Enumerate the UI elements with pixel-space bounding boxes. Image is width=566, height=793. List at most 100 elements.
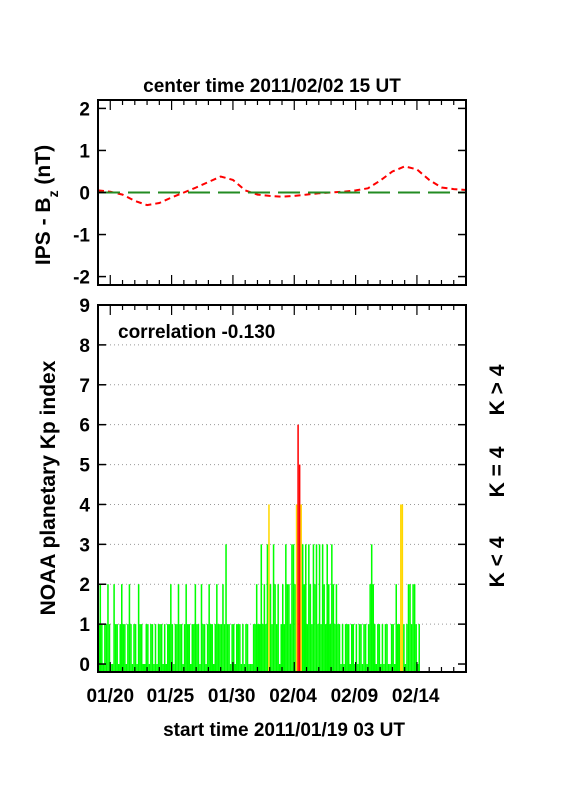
kp-bar	[392, 624, 394, 672]
kp-bar	[220, 624, 223, 672]
kp-bar	[314, 584, 316, 672]
kp-bar	[211, 624, 213, 672]
kp-bar	[205, 664, 207, 672]
bz-series-line	[97, 165, 467, 207]
kp-bar	[377, 624, 379, 672]
kp-bar	[309, 584, 312, 672]
kp-bar	[397, 624, 399, 672]
kp-bar	[355, 624, 358, 672]
kp-bar	[128, 584, 131, 672]
kp-bar	[347, 624, 350, 672]
kp-bar	[200, 584, 203, 672]
kp-bar	[203, 624, 206, 672]
kp-bar	[242, 624, 244, 672]
kp-bar	[390, 624, 393, 672]
kp-bar	[148, 664, 151, 672]
kp-bar	[301, 544, 304, 672]
kp-bar	[136, 664, 138, 672]
correlation-annotation: correlation -0.130	[118, 322, 275, 343]
kp-bar	[360, 624, 362, 672]
kp-bar	[199, 664, 201, 672]
kp-bar	[111, 664, 114, 672]
kp-bar	[344, 624, 347, 672]
kp-y-tick-label: 7	[79, 376, 90, 397]
kp-bar	[259, 624, 261, 672]
kp-bar	[374, 624, 376, 672]
kp-bar	[324, 624, 327, 672]
kp-bar	[384, 624, 387, 672]
kp-bar	[366, 664, 368, 672]
kp-bar	[285, 544, 287, 672]
kp-bar	[354, 664, 356, 672]
kp-bar	[349, 664, 351, 672]
kp-bar	[168, 624, 171, 672]
kp-bar	[263, 584, 266, 672]
kp-bar	[125, 664, 128, 672]
kp-bar	[413, 584, 416, 672]
kp-bar	[107, 584, 109, 672]
kp-bar	[131, 664, 134, 672]
kp-bar	[300, 504, 302, 672]
kp-bar	[182, 664, 184, 672]
kp-bar	[119, 624, 121, 672]
bz-panel: center time 2011/02/02 15 UT 2 1 0 -1 -2 IPS…	[32, 76, 467, 289]
kp-bar	[159, 624, 161, 672]
bz-panel-title: center time 2011/02/02 15 UT	[143, 76, 401, 97]
kp-bar	[372, 584, 374, 672]
kp-bar	[190, 664, 192, 672]
kp-x-tick-label: 01/20	[86, 686, 134, 707]
kp-bar	[209, 624, 212, 672]
kp-bar	[398, 624, 401, 672]
kp-bar	[113, 584, 115, 672]
kp-bar	[142, 664, 144, 672]
kp-bar	[249, 664, 252, 672]
kp-bar	[234, 664, 236, 672]
kp-bar	[400, 504, 402, 672]
kp-x-tick-label: 01/30	[208, 686, 256, 707]
kp-bar	[117, 664, 120, 672]
kp-bar	[297, 424, 299, 672]
kp-bar	[283, 624, 286, 672]
kp-bar	[305, 544, 307, 672]
kp-bar	[145, 624, 148, 672]
kp-bar	[272, 544, 275, 672]
kp-x-tick-label: 01/25	[147, 686, 195, 707]
bz-y-axis-label: IPS - Bz (nT)	[32, 145, 61, 265]
kp-bar	[251, 664, 253, 672]
kp-bar	[167, 624, 169, 672]
kp-bar	[321, 544, 324, 672]
kp-bar	[334, 624, 336, 672]
kp-bar	[363, 624, 365, 672]
kp-bar	[278, 664, 281, 672]
kp-bar	[403, 624, 405, 672]
kp-bar	[370, 544, 373, 672]
kp-bar	[401, 504, 404, 672]
kp-bar	[406, 624, 408, 672]
kp-bar	[147, 624, 149, 672]
kp-bar	[214, 624, 217, 672]
kp-bar	[139, 624, 141, 672]
kp-panel: 0 1 2 3 4 5 6 7 8 9 01/20 01/25 01/30 02/04 02/09 02/1…	[37, 296, 509, 741]
kp-bar	[320, 624, 322, 672]
kp-bar	[404, 664, 407, 672]
kp-bar	[246, 624, 249, 672]
kp-x-axis-label: start time 2011/01/19 03 UT	[163, 720, 405, 741]
kp-y-tick-label: 6	[79, 416, 90, 437]
kp-bar	[269, 584, 272, 672]
kp-bar	[196, 624, 198, 672]
kp-bar	[101, 624, 103, 672]
kp-bar	[331, 544, 333, 672]
kp-legend: K < 4 K = 4 K > 4	[486, 364, 509, 587]
kp-bar	[153, 664, 155, 672]
kp-bar	[393, 664, 396, 672]
kp-bar	[295, 504, 298, 672]
kp-bar	[171, 624, 174, 672]
kp-bar	[335, 584, 338, 672]
kp-plot-area	[97, 304, 467, 673]
kp-bar	[340, 664, 342, 672]
legend-entry-low: K < 4	[486, 536, 509, 587]
kp-bar	[416, 664, 419, 672]
kp-bar	[140, 624, 143, 672]
kp-bar	[274, 584, 276, 672]
kp-bar	[193, 624, 195, 672]
